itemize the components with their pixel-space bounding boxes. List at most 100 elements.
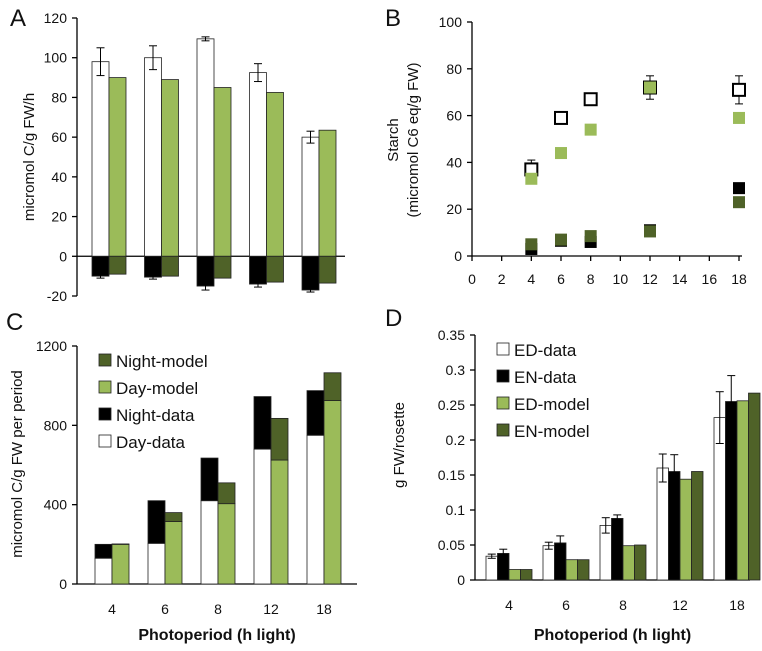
bar-night-model <box>108 255 127 275</box>
bar-day-model <box>217 503 236 585</box>
y-tick-label: 0 <box>59 248 67 264</box>
bar-ed-model <box>679 478 692 581</box>
bar-ed-data <box>656 467 669 581</box>
bar-night-model <box>323 372 342 401</box>
point-day-model <box>733 111 745 124</box>
x-tick-label: 8 <box>587 271 595 287</box>
x-tick-label: 12 <box>263 601 279 617</box>
point-night-model <box>644 225 656 238</box>
y-tick-label: 400 <box>44 497 68 513</box>
x-tick-label: 4 <box>505 597 513 613</box>
legend-label-ed-model: ED-model <box>514 395 590 414</box>
y-tick-label: 0.15 <box>438 467 465 483</box>
y-axis-label: g FW/rosette <box>391 402 408 488</box>
y-tick-label: 20 <box>446 201 462 217</box>
bar-en-data <box>611 518 624 581</box>
y-tick-label: 800 <box>44 417 68 433</box>
bar-day-model <box>270 459 289 585</box>
x-tick-label: 6 <box>562 597 570 613</box>
panel-label-c: C <box>6 309 23 336</box>
x-tick-label: 16 <box>702 271 718 287</box>
bar-ed-data <box>542 545 555 581</box>
panel-label-a: A <box>10 5 26 32</box>
x-tick-label: 6 <box>557 271 565 287</box>
y-tick-label: 0.25 <box>438 397 465 413</box>
legend-swatch-day-data <box>98 434 112 448</box>
bar-day-model <box>108 77 127 257</box>
x-tick-label: 8 <box>619 597 627 613</box>
legend-swatch-night-data <box>98 407 112 421</box>
y-tick-label: 0.35 <box>438 327 465 343</box>
legend-label-en-data: EN-data <box>514 368 577 387</box>
panel-label-d: D <box>385 305 402 332</box>
point-day-model <box>584 123 597 136</box>
y-tick-label: 100 <box>44 50 68 66</box>
x-tick-label: 2 <box>498 271 506 287</box>
legend-label-ed-data: ED-data <box>514 341 577 360</box>
bar-night-model <box>318 255 337 284</box>
y-tick-label: 60 <box>446 108 462 124</box>
legend-swatch-day-model <box>98 380 112 394</box>
point-day-data <box>554 110 568 125</box>
bar-ed-model <box>736 400 749 581</box>
x-tick-label: 14 <box>672 271 688 287</box>
point-night-model <box>584 230 597 243</box>
bar-day-data <box>144 57 162 257</box>
bar-night-data <box>91 255 110 277</box>
bar-night-model <box>213 255 232 279</box>
point-day-data <box>732 82 746 97</box>
bar-day-data <box>91 61 110 257</box>
point-night-model <box>555 233 567 246</box>
point-night-model <box>525 238 538 251</box>
panel-label-b: B <box>385 5 401 32</box>
x-tick-label: 18 <box>729 597 745 613</box>
bar-en-model <box>748 392 761 581</box>
y-tick-label: 0.2 <box>446 432 466 448</box>
bar-day-data <box>196 38 215 257</box>
legend-swatch-en-model <box>496 423 510 437</box>
legend-label-day-data: Day-data <box>116 433 186 452</box>
bar-night-data <box>147 500 166 544</box>
bar-night-data <box>200 457 219 502</box>
bar-day-data <box>249 72 267 257</box>
bar-day-model <box>318 129 337 257</box>
bar-night-data <box>306 390 325 436</box>
y-axis-label: Starch <box>385 118 402 161</box>
bar-night-model <box>270 417 289 461</box>
bar-night-data <box>94 543 113 559</box>
legend-swatch-ed-data <box>496 342 510 356</box>
x-tick-label: 10 <box>613 271 629 287</box>
legend-label-night-data: Night-data <box>116 406 195 425</box>
bar-day-model <box>161 79 179 257</box>
bar-day-data <box>306 434 325 585</box>
bar-en-model <box>577 559 590 581</box>
y-axis-label: micromol C/g FW/h <box>21 93 38 221</box>
bar-en-model <box>520 569 533 581</box>
x-tick-label: 0 <box>468 271 476 287</box>
bar-day-data <box>253 448 272 585</box>
bar-night-data <box>144 255 162 278</box>
bar-en-model <box>634 544 647 581</box>
y-tick-label: 40 <box>51 169 67 185</box>
point-day-data <box>583 92 598 107</box>
x-tick-label: 8 <box>214 601 222 617</box>
bar-day-model <box>111 543 130 585</box>
y-axis-label-units: (micromol C6 eq/g FW) <box>405 62 422 217</box>
bar-day-data <box>200 500 219 585</box>
point-night-data <box>733 182 745 195</box>
bar-night-model <box>164 512 183 522</box>
y-tick-label: 100 <box>439 14 463 30</box>
bar-en-model <box>691 471 704 581</box>
point-day-model <box>525 172 538 185</box>
y-tick-label: 0 <box>454 248 462 264</box>
x-axis-label: Photoperiod (h light) <box>138 627 295 644</box>
legend-swatch-ed-model <box>496 396 510 410</box>
y-tick-label: 80 <box>446 61 462 77</box>
y-tick-label: 120 <box>44 10 68 26</box>
y-tick-label: 20 <box>51 209 67 225</box>
x-tick-label: 12 <box>672 597 688 613</box>
bar-night-data <box>301 255 320 291</box>
y-tick-label: 0 <box>59 576 67 592</box>
bar-night-data <box>253 396 272 450</box>
